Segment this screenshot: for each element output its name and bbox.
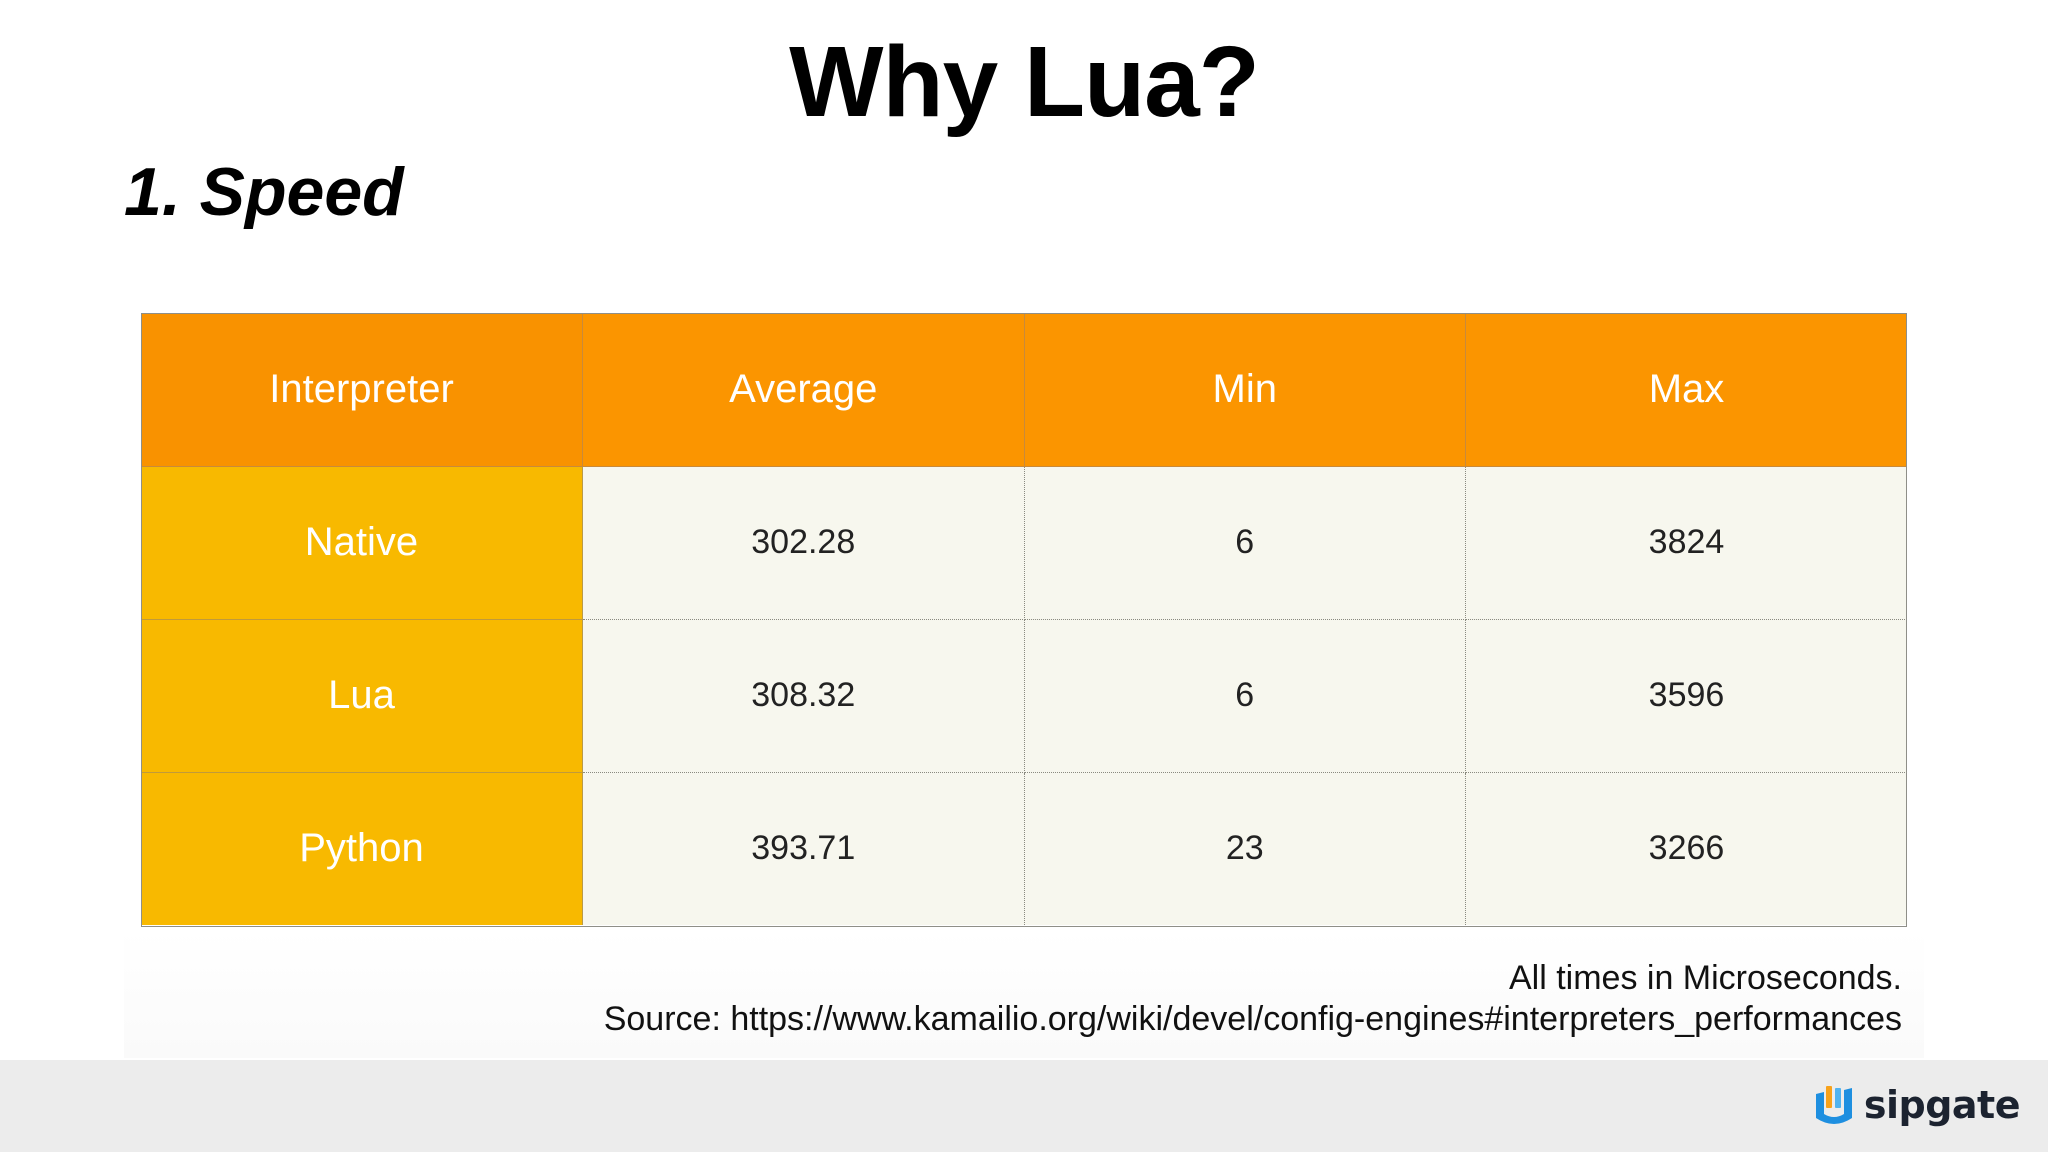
sipgate-logo-icon xyxy=(1815,1086,1852,1124)
slide-title: Why Lua? xyxy=(789,26,1260,138)
cell-max: 3596 xyxy=(1465,619,1907,773)
header-interpreter: Interpreter xyxy=(141,313,583,467)
header-min: Min xyxy=(1024,313,1466,467)
brand-name: sipgate xyxy=(1863,1083,2021,1127)
cell-max: 3824 xyxy=(1465,466,1907,620)
header-max: Max xyxy=(1465,313,1907,467)
cell-min: 6 xyxy=(1024,466,1466,620)
cell-max: 3266 xyxy=(1465,772,1907,925)
cell-average: 302.28 xyxy=(582,466,1025,620)
cell-average: 308.32 xyxy=(582,619,1025,773)
row-label-lua: Lua xyxy=(141,619,583,773)
table-header-row: Interpreter Average Min Max xyxy=(141,313,1907,467)
section-heading: 1. Speed xyxy=(124,154,404,230)
table-row: Lua 308.32 6 3596 xyxy=(141,619,1907,773)
table-row: Python 393.71 23 3266 xyxy=(141,772,1907,925)
row-label-python: Python xyxy=(141,772,583,925)
units-note: All times in Microseconds. xyxy=(1508,959,1902,997)
cell-min: 6 xyxy=(1024,619,1466,773)
benchmark-table: Interpreter Average Min Max Native 302.2… xyxy=(141,313,1907,925)
cell-min: 23 xyxy=(1024,772,1466,925)
source-link[interactable]: Source: https://www.kamailio.org/wiki/de… xyxy=(603,1000,1902,1038)
caption-background xyxy=(124,930,1924,1058)
brand-logo: sipgate xyxy=(1812,1080,2021,1130)
footer-bar xyxy=(0,1060,2048,1152)
row-label-native: Native xyxy=(141,466,583,620)
header-average: Average xyxy=(582,313,1025,467)
cell-average: 393.71 xyxy=(582,772,1025,925)
table-row: Native 302.28 6 3824 xyxy=(141,466,1907,620)
